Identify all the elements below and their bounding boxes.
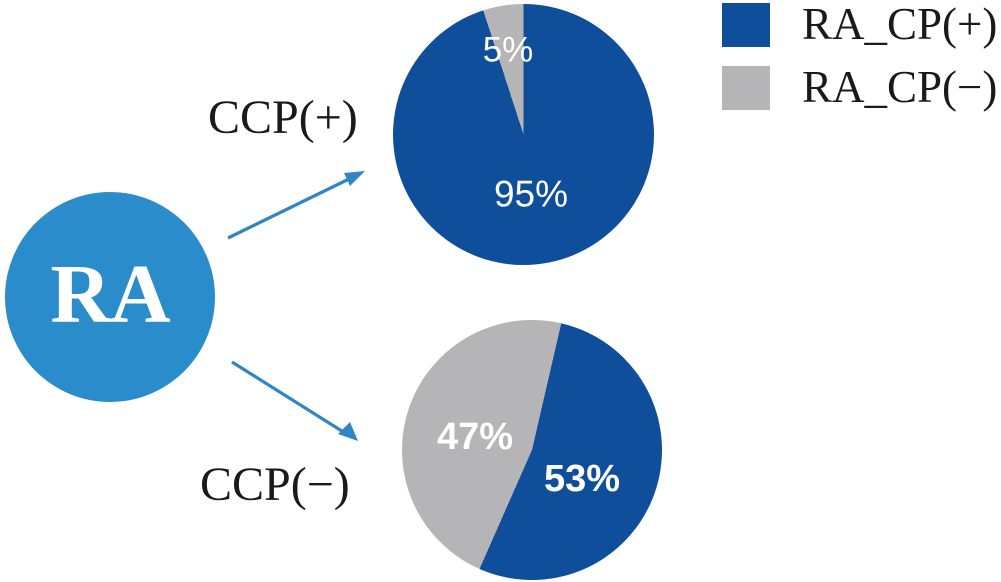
pie-slice-label-gray-top: 5% — [482, 30, 534, 70]
legend-label-ra-cp-positive: RA_CP(+) — [802, 0, 998, 49]
branch-label-ccp-negative: CCP(−) — [200, 458, 350, 511]
pie-slice-label-blue-top: 95% — [493, 173, 569, 215]
legend-swatch-blue — [722, 2, 770, 47]
pie-slice-label-blue-bottom: 53% — [543, 458, 621, 500]
legend-item-ra-cp-negative: RA_CP(−) — [722, 65, 997, 110]
legend-label-ra-cp-negative: RA_CP(−) — [802, 62, 998, 112]
legend-item-ra-cp-positive: RA_CP(+) — [722, 2, 997, 47]
legend: RA_CP(+) RA_CP(−) — [722, 2, 997, 110]
branch-label-ccp-positive: CCP(+) — [208, 91, 358, 144]
legend-swatch-gray — [722, 65, 770, 110]
arrow-to-bottom-pie — [231, 360, 358, 441]
ra-node-label: RA — [50, 248, 170, 341]
pie-slice-label-gray-bottom: 47% — [436, 416, 514, 458]
pie-chart-ccp-negative: 53% 47% — [402, 320, 662, 580]
arrow-to-top-pie — [227, 171, 365, 240]
pie-chart-ccp-positive: 95% 5% — [393, 4, 654, 265]
ra-node: RA — [5, 192, 215, 402]
